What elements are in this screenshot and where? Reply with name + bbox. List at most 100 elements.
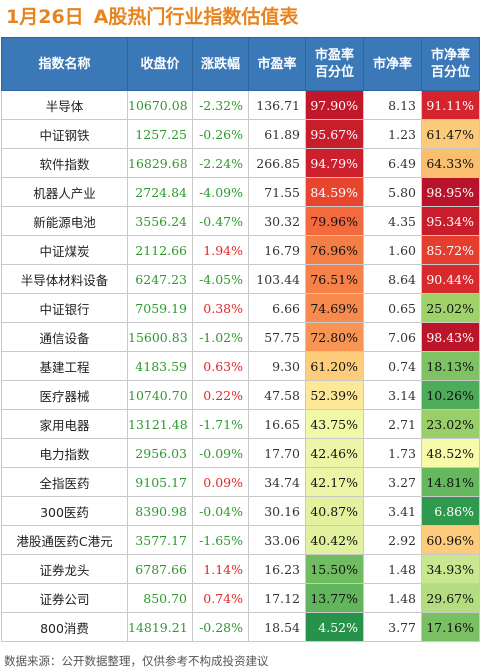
table-row: 中证钢铁 1257.25 -0.26% 61.89 95.67% 1.23 61.47% [1, 119, 480, 149]
col-header-close: 收盘价 [127, 37, 193, 91]
table-row: 中证煤炭 2112.66 1.94% 16.79 76.96% 1.60 85.72% [1, 235, 480, 265]
cell-pe-percentile: 40.42% [305, 525, 364, 555]
page-title: 1月26日 A股热门行业指数估值表 [0, 0, 480, 30]
cell-pb: 2.92 [363, 525, 422, 555]
cell-close: 8390.98 [127, 496, 193, 526]
cell-pb-percentile: 48.52% [421, 438, 480, 468]
cell-pe: 6.66 [248, 293, 306, 323]
cell-pb-percentile: 90.44% [421, 264, 480, 294]
cell-change: 1.94% [192, 235, 249, 265]
cell-pe-percentile: 4.52% [305, 612, 364, 642]
cell-change: -0.26% [192, 119, 249, 149]
col-header-pb-percentile: 市净率 百分位 [421, 37, 480, 91]
cell-pe-percentile: 79.96% [305, 206, 364, 236]
cell-pe: 33.06 [248, 525, 306, 555]
cell-pe-percentile: 42.46% [305, 438, 364, 468]
cell-index-name: 800消费 [1, 612, 128, 642]
cell-index-name: 证券公司 [1, 583, 128, 613]
col-header-index-name: 指数名称 [1, 37, 128, 91]
table-row: 800消费 14819.21 -0.28% 18.54 4.52% 3.77 17.16% [1, 612, 480, 642]
cell-pb: 1.48 [363, 583, 422, 613]
cell-change: 0.38% [192, 293, 249, 323]
cell-pe: 9.30 [248, 351, 306, 381]
cell-index-name: 全指医药 [1, 467, 128, 497]
cell-pe-percentile: 43.75% [305, 409, 364, 439]
cell-index-name: 机器人产业 [1, 177, 128, 207]
cell-pb: 3.77 [363, 612, 422, 642]
cell-index-name: 新能源电池 [1, 206, 128, 236]
cell-index-name: 半导体 [1, 90, 128, 120]
table-row: 半导体材料设备 6247.23 -4.05% 103.44 76.51% 8.64 90.4… [1, 264, 480, 294]
cell-change: -0.04% [192, 496, 249, 526]
cell-pe: 18.54 [248, 612, 306, 642]
cell-index-name: 中证银行 [1, 293, 128, 323]
cell-pb-percentile: 91.11% [421, 90, 480, 120]
table-row: 通信设备 15600.83 -1.02% 57.75 72.80% 7.06 98.43% [1, 322, 480, 352]
cell-index-name: 软件指数 [1, 148, 128, 178]
cell-change: -1.02% [192, 322, 249, 352]
table-row: 300医药 8390.98 -0.04% 30.16 40.87% 3.41 6.86% [1, 496, 480, 526]
cell-pb: 0.65 [363, 293, 422, 323]
cell-index-name: 基建工程 [1, 351, 128, 381]
cell-pe-percentile: 72.80% [305, 322, 364, 352]
cell-index-name: 中证煤炭 [1, 235, 128, 265]
cell-close: 3556.24 [127, 206, 193, 236]
table-row: 电力指数 2956.03 -0.09% 17.70 42.46% 1.73 48.52% [1, 438, 480, 468]
title-text: A股热门行业指数估值表 [93, 5, 299, 28]
cell-pb: 6.49 [363, 148, 422, 178]
cell-index-name: 证券龙头 [1, 554, 128, 584]
title-date: 1月26日 [6, 5, 84, 28]
table-row: 港股通医药C港元 3577.17 -1.65% 33.06 40.42% 2.92 60.9… [1, 525, 480, 555]
cell-pe: 103.44 [248, 264, 306, 294]
cell-pb: 8.13 [363, 90, 422, 120]
cell-pe-percentile: 97.90% [305, 90, 364, 120]
cell-pb-percentile: 18.13% [421, 351, 480, 381]
cell-pe-percentile: 84.59% [305, 177, 364, 207]
cell-pe-percentile: 76.96% [305, 235, 364, 265]
cell-pb: 5.80 [363, 177, 422, 207]
cell-pb: 3.14 [363, 380, 422, 410]
cell-close: 13121.48 [127, 409, 193, 439]
cell-pb: 3.27 [363, 467, 422, 497]
cell-pb-percentile: 10.26% [421, 380, 480, 410]
cell-change: 1.14% [192, 554, 249, 584]
col-header-pe-percentile: 市盈率 百分位 [305, 37, 364, 91]
table-row: 机器人产业 2724.84 -4.09% 71.55 84.59% 5.80 98.95% [1, 177, 480, 207]
cell-pb-percentile: 98.95% [421, 177, 480, 207]
cell-pe: 136.71 [248, 90, 306, 120]
cell-pe: 30.32 [248, 206, 306, 236]
cell-pb: 4.35 [363, 206, 422, 236]
cell-close: 2724.84 [127, 177, 193, 207]
cell-close: 3577.17 [127, 525, 193, 555]
cell-change: -0.47% [192, 206, 249, 236]
cell-index-name: 家用电器 [1, 409, 128, 439]
cell-pb-percentile: 60.96% [421, 525, 480, 555]
cell-pe-percentile: 74.69% [305, 293, 364, 323]
cell-close: 15600.83 [127, 322, 193, 352]
cell-pb: 1.48 [363, 554, 422, 584]
cell-pb-percentile: 14.81% [421, 467, 480, 497]
table-row: 全指医药 9105.17 0.09% 34.74 42.17% 3.27 14.81% [1, 467, 480, 497]
cell-pe-percentile: 42.17% [305, 467, 364, 497]
cell-pb-percentile: 98.43% [421, 322, 480, 352]
cell-close: 9105.17 [127, 467, 193, 497]
cell-change: 0.22% [192, 380, 249, 410]
cell-close: 14819.21 [127, 612, 193, 642]
cell-close: 2956.03 [127, 438, 193, 468]
cell-pb-percentile: 61.47% [421, 119, 480, 149]
valuation-table: 指数名称 收盘价 涨跌幅 市盈率 市盈率 百分位 市净率 市净率 百分位 半导体… [1, 37, 480, 642]
cell-change: -1.65% [192, 525, 249, 555]
cell-close: 6247.23 [127, 264, 193, 294]
cell-pe-percentile: 76.51% [305, 264, 364, 294]
cell-pe-percentile: 61.20% [305, 351, 364, 381]
cell-close: 16829.68 [127, 148, 193, 178]
cell-change: -2.24% [192, 148, 249, 178]
cell-pb: 2.71 [363, 409, 422, 439]
table-row: 新能源电池 3556.24 -0.47% 30.32 79.96% 4.35 95.34% [1, 206, 480, 236]
cell-pe-percentile: 13.77% [305, 583, 364, 613]
cell-pe: 30.16 [248, 496, 306, 526]
cell-pb-percentile: 6.86% [421, 496, 480, 526]
cell-pe: 16.65 [248, 409, 306, 439]
cell-index-name: 300医药 [1, 496, 128, 526]
cell-pe: 17.70 [248, 438, 306, 468]
